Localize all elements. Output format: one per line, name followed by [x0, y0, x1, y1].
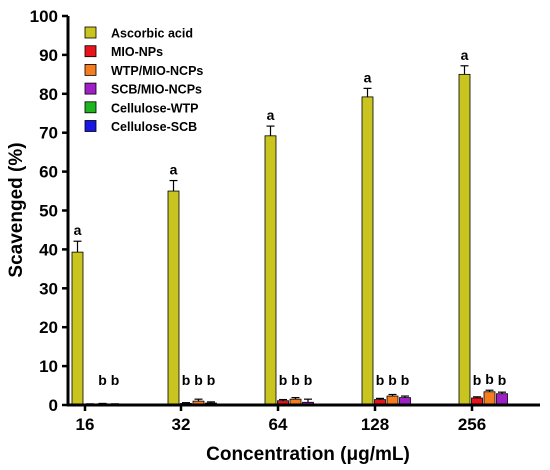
y-tick-label: 60 [39, 163, 58, 182]
y-tick-label: 40 [39, 240, 58, 259]
bar [71, 251, 84, 406]
legend: Ascorbic acid MIO-NPs WTP/MIO-NCPs SCB/MIO-… [84, 26, 203, 134]
legend-swatch [84, 120, 97, 132]
legend-label: Cellulose-WTP [111, 101, 199, 115]
significance-label: a [170, 162, 178, 178]
plot-area: 0 10 20 30 40 50 60 70 80 90 100 16 32 64 128 256 a a a a a b… [30, 7, 508, 434]
y-tick-label: 30 [39, 279, 58, 298]
bar [458, 73, 471, 406]
bar [264, 135, 277, 406]
x-tick-label: 32 [172, 415, 191, 434]
y-tick-label: 70 [39, 124, 58, 143]
y-tick-label: 80 [39, 85, 58, 104]
legend-label: SCB/MIO-NCPs [111, 83, 202, 97]
legend-label: MIO-NPs [111, 45, 163, 59]
significance-label: b [111, 372, 120, 388]
significance-label: b [304, 372, 313, 388]
y-tick-label: 100 [30, 7, 58, 26]
x-tick-label: 128 [361, 415, 389, 434]
significance-label: b [473, 372, 482, 388]
significance-label: b [279, 372, 288, 388]
bar [496, 393, 508, 406]
x-tick-label: 64 [269, 415, 288, 434]
legend-label: Cellulose-SCB [111, 120, 197, 134]
significance-label: b [388, 372, 397, 388]
legend-label: WTP/MIO-NCPs [111, 64, 203, 78]
y-tick-label: 20 [39, 318, 58, 337]
legend-swatch [84, 45, 97, 58]
significance-label: b [207, 372, 216, 388]
x-tick-label: 16 [76, 415, 95, 434]
y-tick-label: 50 [39, 202, 58, 221]
significance-label: a [364, 69, 372, 85]
significance-label: a [267, 107, 275, 123]
significance-label: b [194, 372, 203, 388]
x-axis-title: Concentration (μg/mL) [206, 444, 410, 465]
significance-label: b [376, 372, 385, 388]
legend-swatch [84, 82, 97, 95]
legend-label: Ascorbic acid [111, 27, 193, 41]
significance-label: a [74, 222, 82, 238]
bar [167, 190, 180, 406]
significance-label: b [485, 371, 494, 387]
legend-swatch [84, 101, 97, 114]
legend-swatch [84, 26, 97, 39]
significance-label: b [182, 372, 191, 388]
significance-label: b [401, 372, 410, 388]
significance-label: b [98, 372, 107, 388]
bar [361, 96, 374, 406]
y-axis-title: Scavenged (%) [6, 142, 27, 277]
y-tick-label: 90 [39, 46, 58, 65]
significance-label: b [498, 372, 507, 388]
legend-swatch [84, 64, 97, 76]
x-tick-label: 256 [458, 415, 486, 434]
bar [483, 391, 496, 406]
significance-label: a [461, 47, 469, 63]
y-tick-label: 0 [49, 396, 58, 415]
significance-label: b [291, 372, 300, 388]
y-tick-label: 10 [39, 357, 58, 376]
